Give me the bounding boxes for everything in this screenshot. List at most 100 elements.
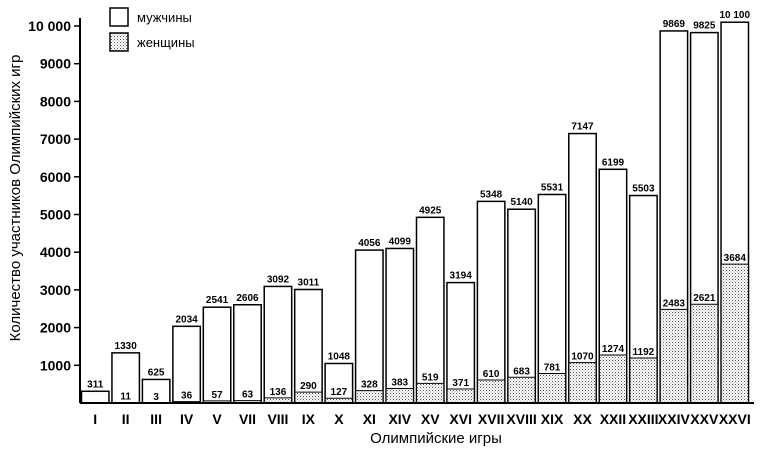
bar-women-label: 57 (211, 390, 223, 401)
bar-women-label: 11 (120, 392, 131, 403)
bar-women-label: 1274 (602, 344, 625, 355)
bar-total-label: 5348 (480, 189, 503, 200)
y-tick-label: 6000 (40, 169, 71, 185)
bar-women (630, 358, 657, 403)
bar-women-label: 36 (181, 391, 193, 402)
bar-women-label: 683 (513, 366, 530, 377)
bar-total-label: 3194 (450, 271, 473, 282)
bar-women-label: 63 (242, 390, 254, 401)
bar-women (447, 389, 474, 403)
bar-total-label: 3011 (298, 277, 320, 288)
x-tick-label: XX (573, 411, 592, 427)
bar-total-label: 3092 (267, 274, 290, 285)
x-tick-label: XXII (600, 411, 626, 427)
bar-total-label: 625 (148, 367, 165, 378)
bar-women (264, 397, 291, 403)
bar-women (539, 373, 566, 403)
bar-men (233, 304, 262, 404)
bar-total-label: 5531 (541, 182, 564, 193)
bar-men (263, 285, 293, 404)
bar-women-label: 2621 (693, 293, 716, 304)
bar-total-label: 311 (87, 379, 104, 390)
bar-women (721, 264, 748, 403)
bar-women-label: 290 (300, 381, 317, 392)
bar-total-label: 2606 (236, 293, 259, 304)
x-tick-label: XV (421, 411, 440, 427)
bar-women (569, 362, 596, 403)
bar-women-label: 610 (483, 369, 500, 380)
y-axis: 1000 2000 3000 4000 5000 6000 7000 8000 9000 10 0… (28, 18, 81, 403)
x-tick-label: XI (363, 411, 376, 427)
x-tick-label: XXV (690, 411, 719, 427)
bar-men (111, 352, 141, 404)
bar-total-label: 1048 (328, 351, 351, 362)
bar-total-label: 4925 (419, 205, 442, 216)
bar-men (324, 362, 354, 404)
bar-women (478, 380, 505, 403)
y-tick-label: 7000 (40, 131, 71, 147)
bar-total-label: 10 100 (719, 10, 750, 21)
bar-total-label: 9825 (693, 21, 716, 32)
legend-swatch-men (109, 7, 129, 27)
bar-women (295, 392, 322, 403)
x-tick-label: X (334, 411, 344, 427)
bar-women-label: 3684 (724, 253, 747, 264)
bar-men (172, 325, 202, 404)
x-tick-label: IV (180, 411, 194, 427)
legend-label-men: мужчины (137, 10, 192, 25)
bar-total-label: 5140 (510, 197, 533, 208)
x-tick-label: IX (302, 411, 316, 427)
bar-men (476, 200, 506, 404)
bar-total-label: 4099 (389, 236, 412, 247)
bar-women-label: 383 (391, 378, 408, 389)
x-tick-label: XIX (541, 411, 564, 427)
bar-women (508, 377, 535, 403)
bar-men (385, 247, 415, 404)
x-tick-label: XVIII (506, 411, 536, 427)
y-tick-label: 5000 (40, 207, 71, 223)
y-tick-label: 8000 (40, 93, 71, 109)
bar-women (599, 354, 626, 403)
bar-total-label: 1330 (115, 341, 138, 352)
legend-swatch-women (109, 32, 129, 52)
bar-women-label: 519 (422, 372, 439, 383)
bar-total-label: 9869 (663, 19, 686, 30)
x-tick-label: XXVI (719, 411, 751, 427)
legend-label-women: женщины (137, 35, 195, 50)
y-axis-title: Количество участников Олимпийских игр (7, 55, 24, 342)
bar-women-label: 328 (361, 380, 378, 391)
bar-women (204, 400, 231, 403)
bars: 311 1330 11 625 3 2034 36 2541 57 2606 63 3092 136 30… (80, 10, 751, 404)
bar-total-label: 2541 (206, 295, 229, 306)
x-axis: I II III IV V VII VIII IX X XI XIV XV XVI XVII XVIII XI… (80, 402, 754, 427)
bar-women-label: 1192 (633, 347, 655, 358)
bar-women-label: 136 (270, 387, 287, 398)
bar-women-label: 127 (331, 387, 348, 398)
bar-men (446, 281, 476, 404)
x-tick-label: XVI (449, 411, 472, 427)
bar-men (537, 193, 567, 404)
bar-total-label: 2034 (175, 314, 198, 325)
y-tick-label: 10 000 (28, 18, 71, 34)
x-tick-label: XVII (478, 411, 504, 427)
bar-women-label: 781 (544, 363, 561, 374)
x-tick-label: XXIV (658, 411, 691, 427)
legend: мужчины женщины (109, 7, 195, 52)
bar-women (325, 398, 352, 403)
x-tick-label: III (150, 411, 162, 427)
bar-women (691, 304, 718, 403)
x-tick-label: V (212, 411, 222, 427)
x-tick-label: I (93, 411, 97, 427)
x-tick-label: XIV (388, 411, 411, 427)
bar-women-label: 371 (452, 378, 469, 389)
bar-women (356, 390, 383, 403)
bar-total-label: 4056 (358, 238, 381, 249)
y-tick-label: 3000 (40, 282, 71, 298)
x-axis-title: Олимпийские игры (370, 430, 502, 447)
bar-women-label: 1070 (571, 352, 594, 363)
x-tick-label: II (122, 411, 130, 427)
x-tick-label: XXIII (628, 411, 658, 427)
bar-men (202, 306, 232, 404)
x-tick-label: VII (239, 411, 256, 427)
